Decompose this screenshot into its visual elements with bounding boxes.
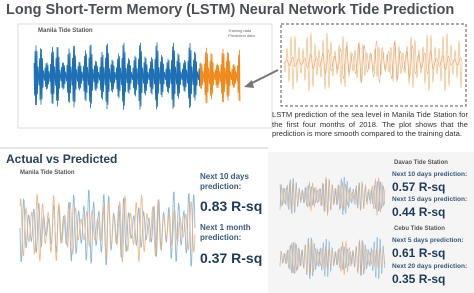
metric-label: Next 1 month prediction: [200, 223, 251, 242]
metric-value: 0.37 R-sq [200, 250, 263, 266]
section-heading: Actual vs Predicted [6, 152, 118, 166]
chart-title: Manila Tide Station [38, 28, 93, 34]
chart-title: Cebu Tide Station [394, 226, 445, 232]
waveform [283, 40, 463, 83]
waveforms [19, 32, 463, 280]
chart-title: Davao Tide Station [394, 160, 448, 166]
waveform [33, 42, 201, 110]
metric-value: 0.61 R-sq [392, 246, 446, 260]
description: LSTM prediction of the sea level in Mani… [272, 110, 468, 139]
legend-entry: Prediction data [228, 33, 255, 38]
waveform [199, 47, 241, 104]
metric-label: Next 5 days prediction: [392, 237, 464, 244]
slide-title: Long Short-Term Memory (LSTM) Neural Net… [6, 2, 455, 18]
waveform [19, 193, 196, 263]
right-panel [268, 152, 474, 293]
metric-label: Next 15 days prediction: [392, 196, 468, 203]
metric-label: Next 20 days prediction: [392, 263, 468, 270]
waveform [279, 238, 386, 277]
arrow-head [244, 80, 254, 88]
metric-value: 0.83 R-sq [200, 198, 263, 214]
metric-value: 0.57 R-sq [392, 180, 446, 194]
metric-label: Next 10 days prediction: [200, 172, 249, 191]
waveform [279, 176, 386, 216]
arrow [247, 69, 279, 86]
legend-entry: Training data [228, 28, 252, 33]
metric-value: 0.35 R-sq [392, 272, 446, 286]
metric-label: Next 10 days prediction: [392, 171, 468, 178]
chart-title: Manila Tide Station [20, 170, 75, 176]
metric-value: 0.44 R-sq [392, 205, 446, 219]
